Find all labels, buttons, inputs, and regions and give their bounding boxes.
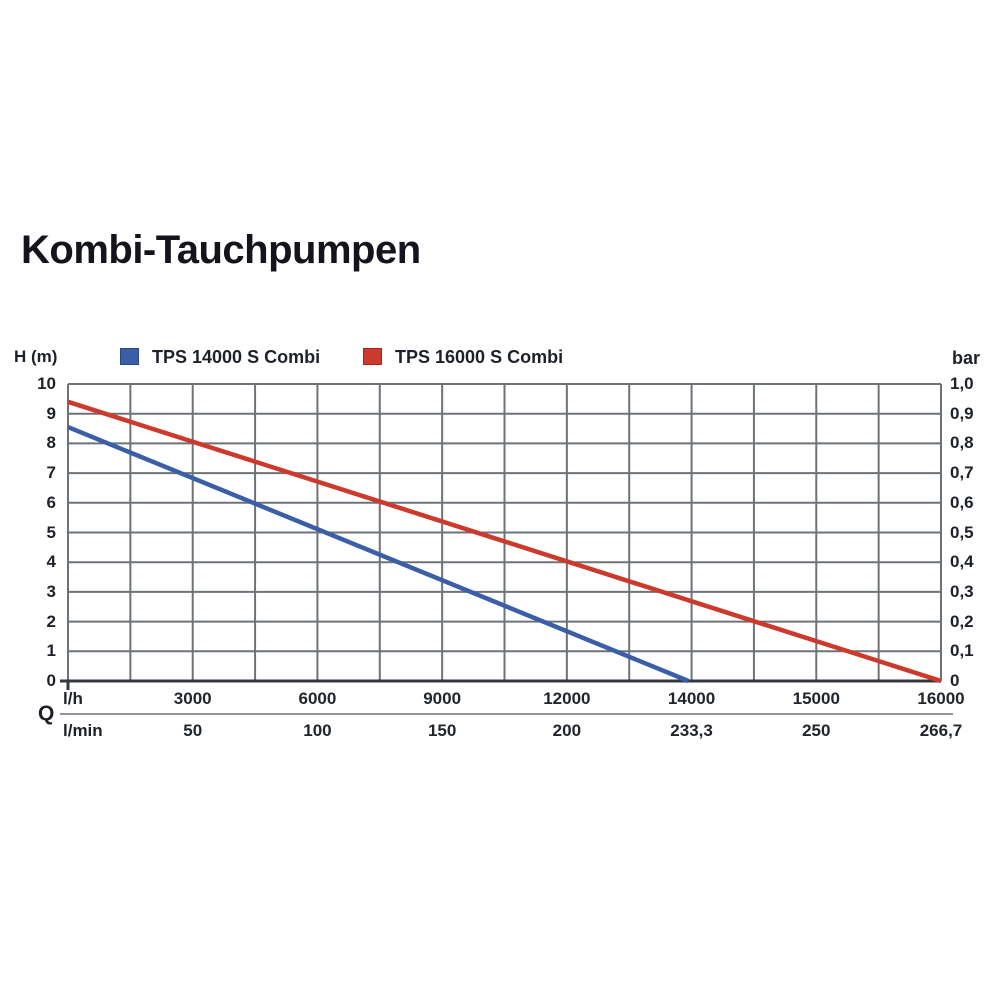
y-left-tick-label: 2 [46,611,56,631]
x-axis-separator-line [60,713,953,715]
x-lmin-tick-label: 266,7 [919,721,963,740]
y-left-tick-label: 6 [46,492,56,512]
y-right-tick-label: 0,3 [950,581,974,601]
legend-label-tps-14000: TPS 14000 S Combi [152,347,321,367]
y-left-tick-label: 4 [46,552,56,572]
y-left-tick-label: 10 [37,374,56,393]
y-right-tick-label: 0,2 [950,611,974,631]
y-right-tick-label: 1,0 [950,374,974,393]
x-lmin-tick-label: 150 [427,721,457,740]
x-lmin-tick-label: 200 [552,721,582,740]
y-right-tick-label: 0,1 [950,641,974,661]
x-lh-tick-label: 12000 [543,689,591,708]
x-axis-unit-lh: l/h [63,689,83,708]
x-lh-tick-label: 3000 [173,689,212,708]
y-left-tick-label: 7 [46,463,56,483]
x-axis-unit-lmin: l/min [63,721,103,740]
y-left-axis-unit: H (m) [14,347,58,366]
y-left-tick-label: 8 [46,433,56,453]
y-right-tick-label: 0,5 [950,522,974,542]
y-left-tick-label: 5 [46,522,56,542]
y-right-tick-label: 0,4 [950,552,974,572]
y-right-tick-label: 0,9 [950,403,974,423]
series-line-tps-14000-s-combi [67,424,690,684]
x-lh-tick-label: 14000 [667,689,716,708]
x-lh-tick-label: 9000 [423,689,462,708]
x-lmin-tick-label: 100 [303,721,332,740]
x-lmin-tick-label: 233,3 [670,721,713,740]
legend-label-tps-16000: TPS 16000 S Combi [395,347,564,367]
x-lh-tick-label: 15000 [792,689,840,708]
x-lmin-tick-label: 250 [802,721,831,740]
y-right-tick-label: 0 [950,671,960,690]
y-left-tick-label: 1 [46,641,56,661]
legend-swatch-tps-14000-icon [120,348,139,365]
y-left-tick-label: 3 [46,581,56,601]
legend-swatch-tps-16000-icon [363,348,382,365]
page-title: Kombi-Tauchpumpen [21,228,421,272]
y-right-tick-label: 0,8 [950,433,974,453]
y-left-tick-label: 0 [46,671,56,690]
series-line-tps-16000-s-combi [67,399,942,684]
y-right-tick-label: 0,7 [950,463,974,483]
x-lh-tick-label: 16000 [917,689,965,708]
y-right-axis-unit: bar [952,348,981,368]
y-left-tick-label: 9 [46,403,56,423]
x-axis-q-label: Q [38,702,55,725]
x-lh-tick-label: 6000 [298,689,337,708]
x-lmin-tick-label: 50 [183,721,203,740]
y-right-tick-label: 0,6 [950,492,974,512]
